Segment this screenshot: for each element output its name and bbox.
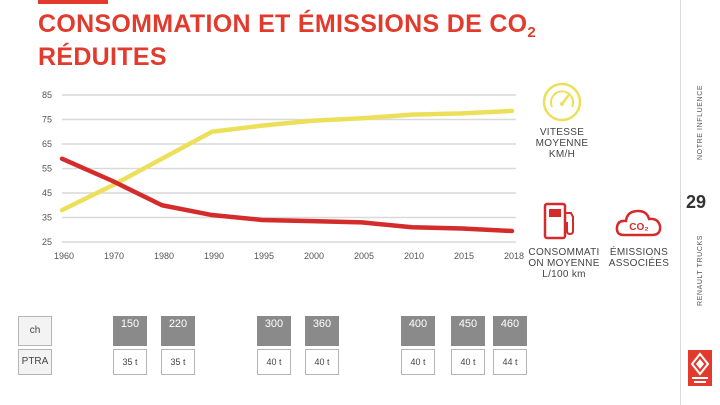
brand-label: RENAULT TRUCKS [697, 234, 704, 306]
weight-cell: 40 t [401, 349, 435, 375]
weight-cell: 35 t [113, 349, 147, 375]
title-accent-bar [38, 0, 108, 4]
renault-logo-icon [688, 350, 712, 386]
section-label: NOTRE INFLUENCE [697, 84, 704, 160]
consumption-series-line [59, 156, 515, 234]
y-tick-label: 75 [42, 115, 52, 125]
y-tick-label: 25 [42, 237, 52, 247]
power-badge: 300 [257, 316, 291, 346]
x-tick-label: 2018 [504, 251, 524, 261]
consumption-legend-label: CONSOMMATI ON MOYENNE L/100 km [528, 247, 600, 280]
speed-legend-label: VITESSE MOYENNE KM/H [535, 127, 589, 160]
x-tick-label: 1970 [104, 251, 124, 261]
x-tick-label: 2010 [404, 251, 424, 261]
power-badge: 220 [161, 316, 195, 346]
power-badge: 400 [401, 316, 435, 346]
x-tick-label: 2005 [354, 251, 374, 261]
right-sidebar [680, 0, 720, 405]
x-tick-label: 1995 [254, 251, 274, 261]
y-tick-label: 85 [42, 90, 52, 100]
x-tick-label: 1990 [204, 251, 224, 261]
power-badge: 450 [451, 316, 485, 346]
x-tick-label: 2015 [454, 251, 474, 261]
fuel-pump-icon [543, 202, 574, 240]
y-tick-label: 35 [42, 213, 52, 223]
weight-cell: 40 t [257, 349, 291, 375]
emissions-legend-label: ÉMISSIONS ASSOCIÉES [608, 247, 670, 269]
power-row-label: ch [18, 316, 52, 346]
x-tick-label: 1960 [54, 251, 74, 261]
page-number: 29 [686, 192, 707, 212]
power-badge: 150 [113, 316, 147, 346]
speedometer-icon [542, 82, 582, 122]
power-badge: 360 [305, 316, 339, 346]
co2-icon-text: CO₂ [629, 222, 648, 233]
page-title: CONSOMMATION ET ÉMISSIONS DE CO2 RÉDUITES [38, 10, 537, 71]
x-tick-label: 1980 [154, 251, 174, 261]
co2-cloud-icon: CO₂ [615, 209, 662, 237]
y-tick-label: 65 [42, 139, 52, 149]
weight-cell: 35 t [161, 349, 195, 375]
speed-series-line [59, 108, 515, 213]
weight-cell: 40 t [305, 349, 339, 375]
y-tick-label: 55 [42, 164, 52, 174]
y-tick-label: 45 [42, 188, 52, 198]
weight-cell: 40 t [451, 349, 485, 375]
weight-row-label: PTRA [18, 349, 52, 375]
weight-cell: 44 t [493, 349, 527, 375]
x-tick-label: 2000 [304, 251, 324, 261]
power-badge: 460 [493, 316, 527, 346]
